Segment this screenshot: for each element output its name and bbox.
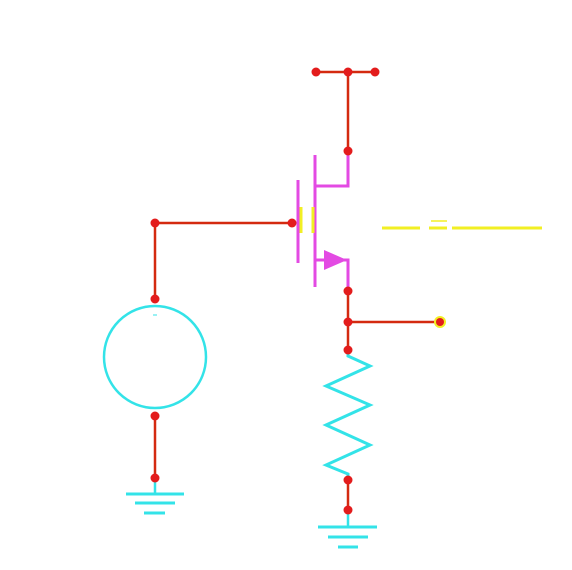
node[interactable] (343, 345, 353, 355)
source-node-wires (346, 291, 440, 350)
output-terminal-node[interactable] (436, 318, 444, 326)
nmos-transistor-icon (296, 151, 350, 291)
ground-icon (318, 525, 377, 549)
node[interactable] (343, 475, 353, 485)
node[interactable] (343, 67, 353, 77)
node[interactable] (287, 218, 297, 228)
node[interactable] (311, 67, 321, 77)
source-arrow-icon (324, 250, 347, 270)
node[interactable] (150, 411, 160, 421)
resistor-zigzag (322, 350, 374, 480)
nodes (150, 67, 380, 515)
node[interactable] (343, 317, 353, 327)
highlight-marker (382, 220, 542, 230)
node[interactable] (343, 146, 353, 156)
node[interactable] (343, 286, 353, 296)
node[interactable] (150, 294, 160, 304)
source-circle (102, 304, 208, 410)
ac-source-icon (102, 304, 208, 410)
drain-lead (315, 151, 350, 188)
resistor-zigzag-icon (322, 350, 374, 480)
node[interactable] (343, 505, 353, 515)
terminal-dot-icon[interactable] (434, 316, 446, 328)
node[interactable] (150, 218, 160, 228)
node[interactable] (150, 473, 160, 483)
supply-rail (316, 70, 375, 151)
ground-icon (126, 492, 184, 515)
node[interactable] (370, 67, 380, 77)
gate-wire (153, 221, 292, 299)
